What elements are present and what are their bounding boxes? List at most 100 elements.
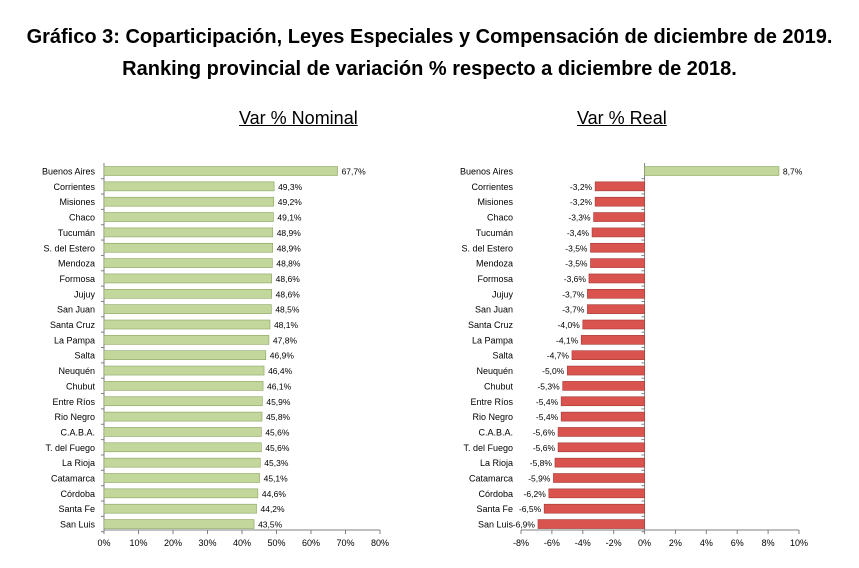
nominal-category-label: Tucumán: [58, 228, 95, 238]
nominal-category-label: Córdoba: [60, 489, 95, 499]
nominal-bar: [103, 442, 262, 453]
real-bar: [562, 381, 645, 391]
nominal-x-tick-label: 40%: [233, 538, 251, 548]
real-category-label: La Rioja: [480, 458, 513, 468]
real-x-tick-label: 8%: [762, 538, 775, 548]
nominal-category-label: Santa Cruz: [50, 320, 96, 330]
nominal-x-tick-label: 50%: [267, 538, 285, 548]
nominal-category-label: T. del Fuego: [45, 443, 95, 453]
real-data-label: -6,9%: [513, 520, 536, 530]
real-category-label: Córdoba: [478, 489, 513, 499]
real-bar: [588, 273, 645, 284]
real-bar: [590, 258, 645, 268]
nominal-data-label: 48,6%: [276, 274, 301, 284]
nominal-data-label: 45,9%: [266, 397, 291, 407]
nominal-x-tick-label: 20%: [164, 538, 182, 548]
real-data-label: -4,1%: [556, 335, 579, 345]
nominal-category-label: Santa Fe: [58, 504, 95, 514]
real-x-tick-label: -6%: [544, 538, 560, 548]
real-data-label: -3,4%: [567, 228, 590, 238]
real-category-label: Corrientes: [471, 182, 513, 192]
nominal-x-tick-label: 70%: [336, 538, 354, 548]
nominal-category-label: Jujuy: [74, 289, 96, 299]
real-bar: [593, 212, 645, 222]
nominal-data-label: 49,3%: [278, 182, 303, 192]
real-bar: [560, 396, 645, 407]
real-bar: [580, 335, 645, 345]
real-category-label: Chaco: [487, 213, 513, 223]
nominal-bar: [103, 473, 260, 483]
nominal-data-label: 45,6%: [265, 427, 290, 437]
real-data-label: -3,7%: [562, 289, 585, 299]
real-category-label: Neuquén: [476, 366, 513, 376]
real-category-label: La Pampa: [472, 335, 513, 345]
real-bar: [543, 503, 645, 514]
real-bar: [537, 519, 645, 529]
nominal-data-label: 43,5%: [258, 520, 283, 530]
chart-title-line1: Gráfico 3: Coparticipación, Leyes Especi…: [26, 26, 833, 48]
nominal-data-label: 45,1%: [264, 474, 289, 484]
nominal-data-label: 49,1%: [277, 213, 302, 223]
nominal-x-tick-label: 80%: [371, 538, 389, 548]
nominal-x-tick-label: 10%: [129, 538, 147, 548]
real-data-label: 8,7%: [783, 167, 803, 177]
real-data-label: -3,6%: [564, 274, 587, 284]
real-data-label: -5,0%: [542, 366, 565, 376]
real-data-label: -5,8%: [530, 458, 553, 468]
nominal-bar: [103, 227, 274, 238]
real-bar: [644, 166, 780, 176]
nominal-bar: [103, 258, 273, 268]
nominal-bar: [103, 503, 257, 514]
real-data-label: -6,5%: [519, 504, 542, 514]
nominal-category-label: Chubut: [66, 381, 96, 391]
chart-title-line2: Ranking provincial de variación % respec…: [122, 58, 737, 80]
real-data-label: -3,5%: [565, 243, 588, 253]
real-bar: [548, 488, 645, 499]
nominal-bar: [103, 196, 275, 207]
nominal-bar: [103, 304, 272, 314]
nominal-data-label: 48,8%: [276, 259, 301, 269]
real-chart-title: Var % Real: [577, 108, 667, 128]
real-category-label: San Juan: [475, 305, 513, 315]
nominal-bar: [103, 396, 263, 407]
nominal-category-label: Neuquén: [58, 366, 95, 376]
real-category-label: Catamarca: [469, 474, 513, 484]
real-category-label: Rio Negro: [472, 412, 513, 422]
nominal-x-tick-label: 0%: [97, 538, 110, 548]
real-data-label: -5,6%: [533, 443, 556, 453]
real-data-label: -5,9%: [528, 474, 551, 484]
nominal-x-tick-label: 60%: [302, 538, 320, 548]
nominal-bar: [103, 273, 272, 284]
real-bar: [591, 227, 645, 238]
real-category-label: Santa Fe: [476, 504, 513, 514]
real-bar: [554, 457, 645, 468]
nominal-data-label: 48,1%: [274, 320, 299, 330]
nominal-category-label: La Rioja: [62, 458, 95, 468]
nominal-category-label: S. del Estero: [43, 243, 95, 253]
real-x-tick-label: 0%: [638, 538, 651, 548]
real-category-label: Buenos Aires: [460, 167, 514, 177]
nominal-chart-title: Var % Nominal: [239, 108, 358, 128]
real-x-tick-label: 6%: [731, 538, 744, 548]
nominal-category-label: La Pampa: [54, 335, 95, 345]
nominal-category-label: C.A.B.A.: [60, 427, 95, 437]
real-data-label: -3,7%: [562, 305, 585, 315]
real-category-label: Chubut: [484, 381, 514, 391]
nominal-bar: [103, 519, 255, 529]
nominal-category-label: Entre Ríos: [52, 397, 95, 407]
nominal-data-label: 49,2%: [278, 197, 303, 207]
real-data-label: -3,3%: [568, 213, 591, 223]
nominal-category-label: Salta: [74, 351, 95, 361]
nominal-data-label: 47,8%: [273, 335, 298, 345]
nominal-data-label: 46,1%: [267, 381, 292, 391]
nominal-data-label: 48,6%: [276, 289, 301, 299]
nominal-data-label: 48,9%: [277, 243, 302, 253]
nominal-bar: [103, 350, 267, 361]
real-x-tick-label: 4%: [700, 538, 713, 548]
nominal-data-label: 45,8%: [266, 412, 291, 422]
nominal-category-label: Misiones: [59, 197, 95, 207]
real-data-label: -5,4%: [536, 397, 559, 407]
nominal-category-label: Formosa: [59, 274, 95, 284]
real-data-label: -6,2%: [524, 489, 547, 499]
real-bar: [582, 319, 645, 330]
